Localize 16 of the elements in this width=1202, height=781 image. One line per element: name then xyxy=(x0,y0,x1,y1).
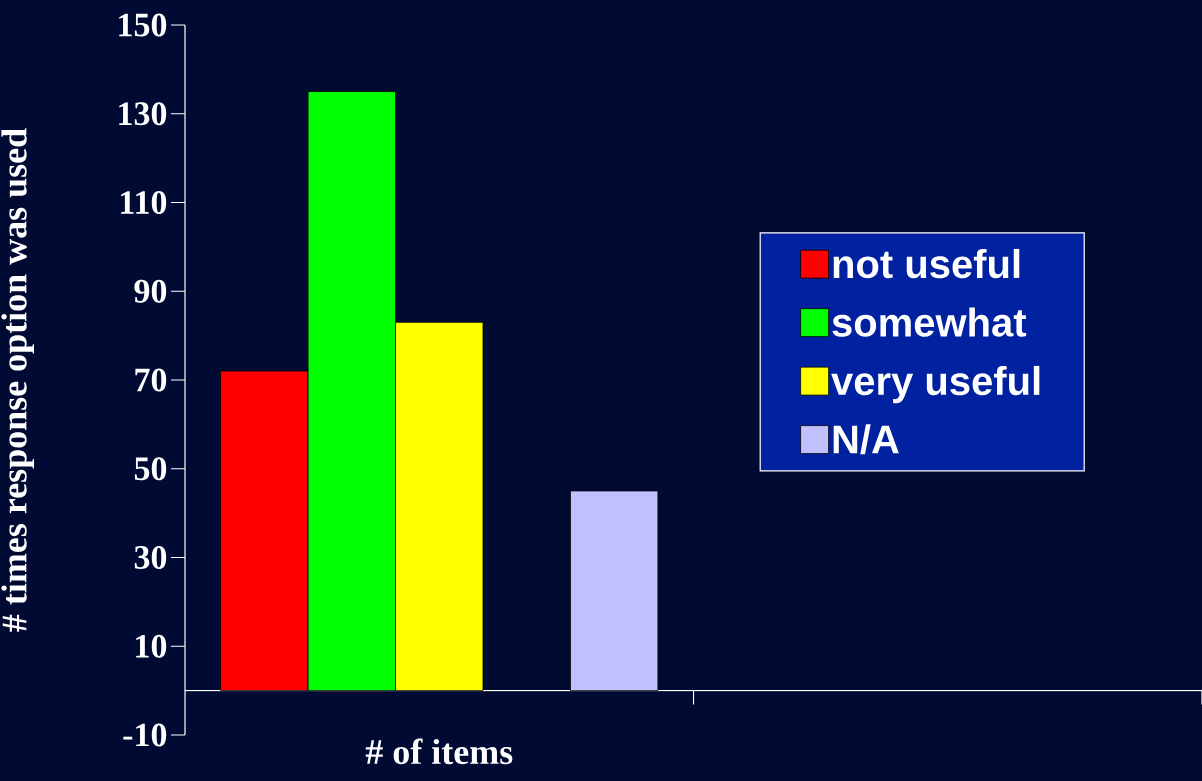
y-axis-title: # times response option was used xyxy=(1,128,35,632)
y-tick-label: 30 xyxy=(134,546,167,569)
legend-label: very useful xyxy=(831,365,1040,404)
y-tick-label: 150 xyxy=(119,13,167,37)
y-tick-label: 110 xyxy=(121,191,167,214)
legend-label: somewhat xyxy=(832,307,1027,337)
y-tick-label: 90 xyxy=(134,279,167,303)
legend-label: not useful xyxy=(833,248,1020,279)
y-tick-label: 130 xyxy=(119,102,167,126)
y-tick-label: 50 xyxy=(134,457,167,481)
legend-label: N/A xyxy=(833,424,899,455)
y-tick-label: -10 xyxy=(123,723,167,747)
x-axis-title: # of items xyxy=(365,738,513,765)
bar xyxy=(570,490,659,692)
y-tick-label: 10 xyxy=(136,634,167,658)
y-tick-label: 70 xyxy=(135,368,167,392)
